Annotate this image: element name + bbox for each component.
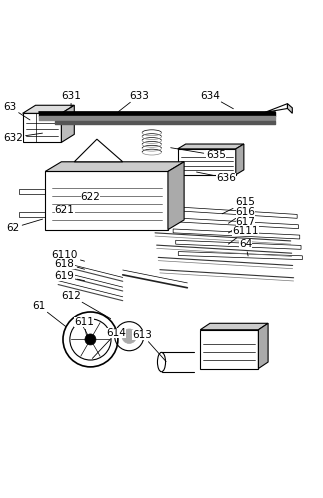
Polygon shape (61, 105, 74, 142)
Polygon shape (200, 323, 268, 330)
Text: 611: 611 (74, 317, 94, 337)
Polygon shape (168, 162, 184, 230)
Polygon shape (74, 139, 123, 162)
Polygon shape (236, 144, 244, 175)
Polygon shape (23, 114, 61, 142)
Polygon shape (178, 149, 236, 175)
Text: 632: 632 (3, 132, 43, 142)
Polygon shape (19, 189, 58, 194)
Circle shape (85, 334, 96, 345)
Text: 636: 636 (196, 172, 236, 183)
Text: 619: 619 (55, 271, 85, 281)
Text: 61: 61 (32, 300, 66, 326)
Polygon shape (287, 104, 292, 114)
Text: 616: 616 (228, 207, 255, 223)
Polygon shape (176, 240, 301, 249)
Text: 614: 614 (92, 328, 126, 359)
Polygon shape (200, 330, 258, 369)
Text: 613: 613 (132, 330, 166, 362)
Circle shape (122, 329, 137, 344)
Text: 6111: 6111 (228, 226, 259, 244)
Polygon shape (168, 206, 297, 218)
Polygon shape (171, 218, 298, 229)
Polygon shape (23, 105, 74, 114)
Polygon shape (45, 162, 184, 171)
Polygon shape (19, 212, 58, 217)
Text: 618: 618 (55, 258, 85, 269)
Text: 62: 62 (6, 219, 43, 233)
Polygon shape (265, 104, 287, 113)
Polygon shape (178, 144, 244, 149)
Polygon shape (178, 251, 302, 259)
Text: 635: 635 (171, 148, 226, 160)
Text: 634: 634 (200, 91, 234, 109)
Text: 633: 633 (119, 91, 149, 112)
Text: 612: 612 (61, 291, 111, 319)
Text: 617: 617 (228, 217, 255, 233)
Polygon shape (45, 171, 168, 230)
Text: 6110: 6110 (51, 250, 85, 261)
Text: 63: 63 (3, 102, 30, 120)
Text: 621: 621 (55, 205, 75, 215)
Text: 631: 631 (61, 91, 81, 108)
Text: 64: 64 (239, 239, 252, 256)
Polygon shape (258, 323, 268, 369)
Text: 622: 622 (80, 192, 100, 202)
Polygon shape (173, 229, 300, 239)
Text: 615: 615 (222, 197, 255, 214)
